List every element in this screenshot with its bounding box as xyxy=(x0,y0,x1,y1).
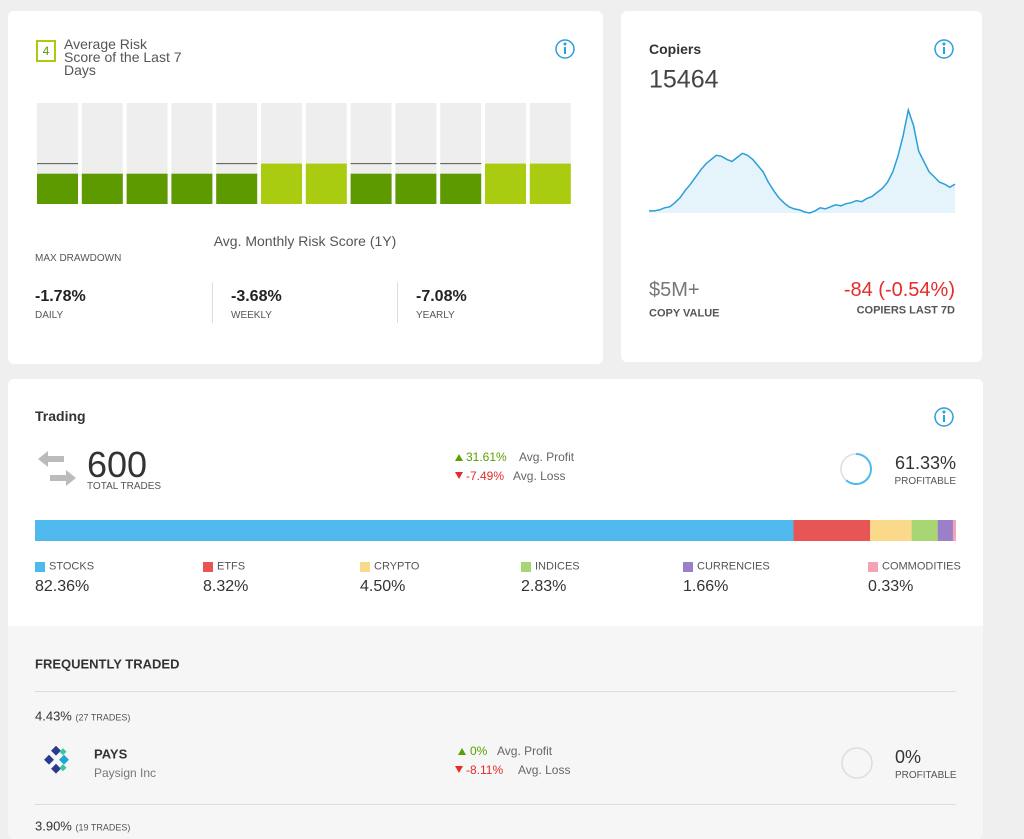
divider xyxy=(397,282,398,323)
avg-loss-label: Avg. Loss xyxy=(518,763,571,777)
avg-profit: 0% xyxy=(470,744,488,758)
legend-value: 4.50% xyxy=(360,578,406,595)
risk-title: Average Risk Score of the Last 7 Days xyxy=(64,36,182,78)
legend-value: 82.36% xyxy=(35,578,90,595)
profitable-label: PROFITABLE xyxy=(894,476,957,487)
total-trades-label: TOTAL TRADES xyxy=(87,481,162,492)
drawdown-label: MAX DRAWDOWN xyxy=(35,253,122,264)
legend-label: CRYPTO xyxy=(374,560,420,573)
separator xyxy=(35,691,956,692)
avg-loss-label: Avg. Loss xyxy=(513,469,566,483)
copy-value-label: COPY VALUE xyxy=(649,307,720,320)
trading-title: Trading xyxy=(35,408,86,424)
frequent-section xyxy=(8,626,983,839)
risk-badge: 4 xyxy=(36,40,56,62)
legend-value: 1.66% xyxy=(683,578,729,595)
drawdown-period: WEEKLY xyxy=(231,310,272,321)
legend-label: ETFS xyxy=(217,560,246,573)
copiers-title: Copiers xyxy=(649,41,702,57)
legend-label: COMMODITIES xyxy=(882,560,961,573)
separator xyxy=(35,804,956,805)
profitable-value: 61.33% xyxy=(894,453,956,473)
profitable-value: 0% xyxy=(895,747,922,767)
share: 4.43% (27 TRADES) xyxy=(35,710,130,723)
legend-value: 8.32% xyxy=(203,578,249,595)
copiers-change-label: COPIERS LAST 7D xyxy=(856,304,955,317)
avg-profit: 31.61% xyxy=(466,450,507,464)
legend-label: INDICES xyxy=(535,560,580,573)
profitable-label: PROFITABLE xyxy=(895,770,957,781)
legend-label: STOCKS xyxy=(49,560,95,573)
share-value: 4.43% xyxy=(35,708,72,724)
avg-profit-label: Avg. Profit xyxy=(519,450,575,464)
total-trades: 600 xyxy=(87,444,148,485)
frequent-title: FREQUENTLY TRADED xyxy=(35,656,180,672)
drawdown-period: YEARLY xyxy=(416,310,455,321)
drawdown-period: DAILY xyxy=(35,310,64,321)
trades-count: (19 TRADES) xyxy=(75,822,131,833)
share: 3.90% (19 TRADES) xyxy=(35,820,130,833)
avg-loss: -7.49% xyxy=(466,469,505,483)
copiers-count: 15464 xyxy=(649,65,719,94)
legend-value: 0.33% xyxy=(868,578,914,595)
drawdown-value: -7.08% xyxy=(416,288,467,305)
legend-label: CURRENCIES xyxy=(697,560,770,573)
share-value: 3.90% xyxy=(35,818,72,834)
copiers-change: -84 (-0.54%) xyxy=(843,279,955,301)
ticker[interactable]: PAYS xyxy=(94,746,128,762)
drawdown-value: -3.68% xyxy=(231,288,282,305)
trading-card xyxy=(8,379,983,839)
avg-profit-label: Avg. Profit xyxy=(497,744,553,758)
drawdown-value: -1.78% xyxy=(35,288,86,305)
avg-loss: -8.11% xyxy=(466,763,504,777)
legend-value: 2.83% xyxy=(521,578,567,595)
trades-count: (27 TRADES) xyxy=(75,712,131,723)
risk-caption: Avg. Monthly Risk Score (1Y) xyxy=(213,233,397,249)
divider xyxy=(212,282,213,323)
instrument-name: Paysign Inc xyxy=(94,766,157,780)
copy-value: $5M+ xyxy=(649,279,700,301)
